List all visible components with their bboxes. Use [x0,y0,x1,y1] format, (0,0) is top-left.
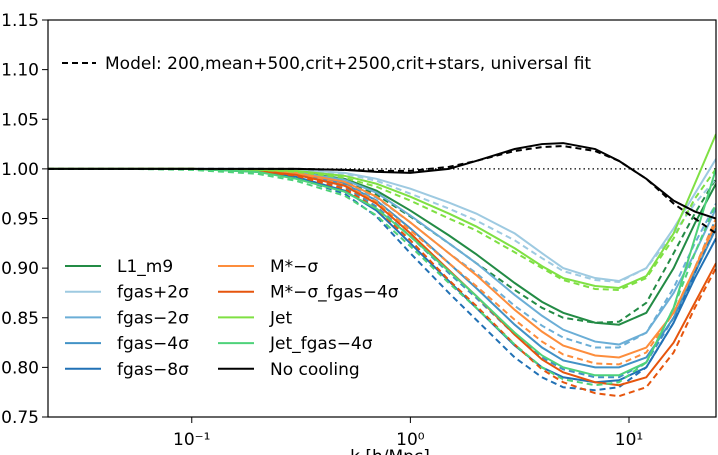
plot-area [48,133,716,398]
legend-label: L1_m9 [117,257,173,277]
fit-line [48,167,716,366]
fit-legend-label: Model: 200,mean+500,crit+2500,crit+stars… [105,54,591,74]
legend-label: fgas−4σ [117,334,189,354]
fit-line [48,167,716,398]
y-tick-label: 1.00 [1,160,39,180]
legend-label: No cooling [270,360,360,380]
y-tick-label: 1.15 [1,11,39,31]
plot-frame [47,19,717,418]
data-line [48,142,716,220]
y-tick-label: 1.10 [1,61,39,81]
data-line [48,167,716,377]
legend-label: M*−σ [270,257,318,277]
x-tick-label: 10⁻¹ [173,430,210,450]
legend-label: fgas+2σ [117,283,189,303]
x-tick-label: 10¹ [615,430,643,450]
y-tick-label: 0.90 [1,259,39,279]
fit-line [48,167,716,387]
y-tick-label: 0.95 [1,210,39,230]
legend-label: Jet_fgas−4σ [269,334,373,354]
y-tick-label: 0.75 [1,408,39,428]
y-tick-label: 0.80 [1,358,39,378]
legend-label: fgas−2σ [117,308,189,328]
x-tick-label: 10⁰ [396,430,425,450]
legend-label: Jet [269,308,292,328]
legend-label: M*−σ_fgas−4σ [270,283,399,303]
x-axis-label: k [h/Mpc] [350,447,430,455]
y-tick-label: 1.05 [1,110,39,130]
y-tick-label: 0.85 [1,309,39,329]
legend-label: fgas−8σ [117,360,189,380]
